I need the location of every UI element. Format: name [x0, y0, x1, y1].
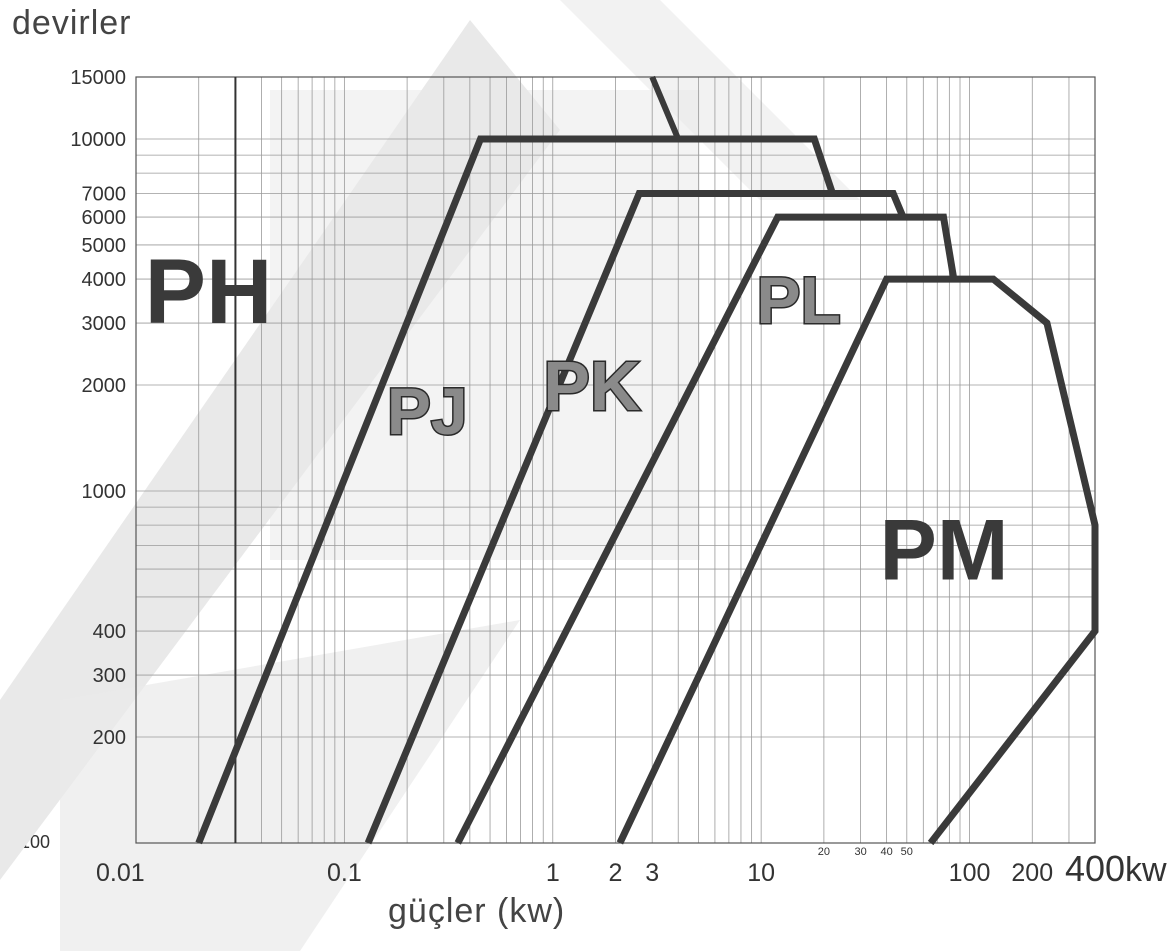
- watermark-block: [270, 90, 700, 560]
- y-tick-label: 400: [93, 621, 126, 643]
- x-axis-title: güçler (kw): [388, 892, 566, 930]
- y-tick-label: 15000: [70, 67, 126, 89]
- x-tick-label: 400: [1065, 848, 1125, 889]
- series-line-pj: [364, 190, 907, 845]
- watermark-band-2: [60, 620, 520, 951]
- x-tick-label: 10: [747, 859, 775, 887]
- y-tick-label: 6000: [82, 207, 127, 229]
- y-axis-title: devirler: [12, 4, 132, 42]
- y-tick-label: 300: [93, 665, 126, 687]
- x-tick-label: 3: [645, 859, 659, 887]
- series-label-ph: PH: [145, 241, 273, 343]
- series-line-ph: [195, 135, 836, 845]
- watermark-band-3: [560, 0, 860, 200]
- series-label-pk: PK: [543, 347, 640, 425]
- x-tick-label: 20: [818, 846, 830, 858]
- y-tick-label: 1000: [82, 481, 127, 503]
- y-tick-label: 10000: [70, 129, 126, 151]
- watermark: [0, 0, 860, 951]
- series-lines: [195, 75, 1099, 846]
- grid-major: [135, 76, 1096, 844]
- x-tick-label: 50: [901, 846, 913, 858]
- extra-line-0: [649, 75, 681, 141]
- x-tick-label: 30: [854, 846, 866, 858]
- series-line-pk: [454, 213, 958, 845]
- y-tick-label: 2000: [82, 375, 127, 397]
- series-label-pl: PL: [757, 263, 841, 337]
- x-tick-label: 0.01: [96, 859, 145, 887]
- series-labels: PH PJ PK PL PM: [145, 241, 1009, 599]
- y-tick-label: 200: [93, 727, 126, 749]
- x-tick-label: 1: [546, 859, 560, 887]
- y-tick-label: 5000: [82, 235, 127, 257]
- x-tick-label: 2: [609, 859, 623, 887]
- y-tick-label: 7000: [82, 184, 127, 206]
- series-line-pl: [616, 275, 1099, 846]
- series-label-pm: PM: [880, 503, 1009, 599]
- y-tick-label: 4000: [82, 269, 127, 291]
- x-tick-label: 200: [1011, 859, 1053, 887]
- x-tick-label: 100: [949, 859, 991, 887]
- y-tick-label: 3000: [82, 313, 127, 335]
- x-tick-label: 40: [880, 846, 892, 858]
- plot-frame: [135, 76, 1096, 844]
- series-label-pj: PJ: [387, 374, 468, 448]
- x-unit-label: kw: [1125, 851, 1167, 889]
- x-tick-label: 0.1: [327, 859, 362, 887]
